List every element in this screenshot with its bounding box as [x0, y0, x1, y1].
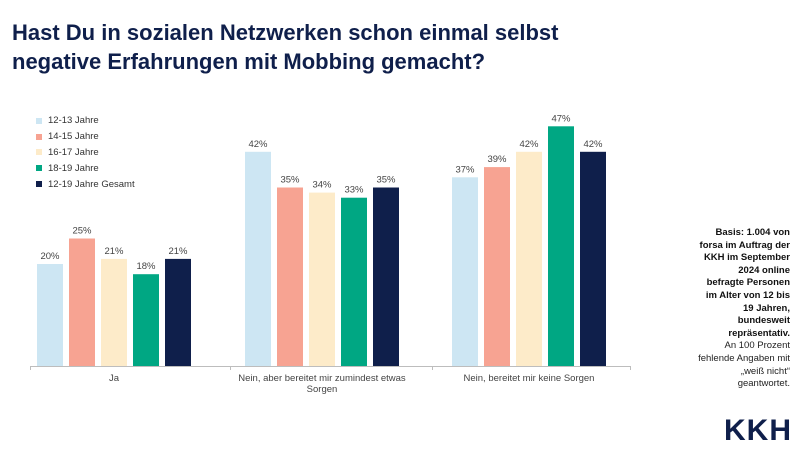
bar-chart: 20% 25% 21% 18% 21% Ja 42% 35% 34% 33% 35% Nein, ab… — [30, 113, 631, 395]
basis-normal-text: An 100 Prozent fehlende Angaben mit „wei… — [672, 340, 790, 390]
data-label: 33% — [344, 185, 364, 196]
basis-note: Basis: 1.004 von forsa im Auftrag der KK… — [672, 227, 790, 391]
basis-line: forsa im Auftrag der — [699, 239, 790, 251]
legend-item: 14-15 Jahre — [36, 129, 135, 145]
bar — [101, 258, 127, 366]
basis-line: An 100 Prozent — [724, 340, 791, 352]
legend-swatch — [36, 181, 42, 188]
legend-label: 14-15 Jahre — [48, 131, 99, 143]
bar — [133, 274, 159, 366]
bar — [548, 126, 574, 366]
kkh-logo: KKH — [724, 414, 792, 447]
data-label: 21% — [168, 246, 188, 257]
data-label: 42% — [583, 139, 603, 150]
legend-label: 12-13 Jahre — [48, 115, 99, 127]
bar — [309, 192, 335, 366]
bar — [373, 187, 399, 366]
bar — [277, 187, 303, 366]
chart-title: Hast Du in sozialen Netzwerken schon ein… — [12, 18, 712, 76]
legend-item: 12-19 Jahre Gesamt — [36, 176, 135, 192]
data-label: 20% — [40, 251, 60, 262]
data-label: 35% — [280, 175, 300, 186]
basis-line: fehlende Angaben mit — [698, 352, 790, 364]
category-label: Nein, aber bereitet mir zumindest etwas — [238, 373, 406, 384]
bar — [165, 258, 191, 366]
basis-line: bundesweit — [737, 315, 790, 327]
bar — [341, 197, 367, 366]
data-label: 34% — [312, 180, 332, 191]
bar — [484, 167, 510, 366]
legend-item: 16-17 Jahre — [36, 145, 135, 161]
basis-line: 19 Jahren, — [743, 302, 790, 314]
legend-swatch — [36, 149, 42, 156]
bar — [37, 264, 63, 366]
category-label: Sorgen — [307, 384, 338, 395]
bar — [452, 177, 478, 366]
data-label: 25% — [72, 226, 92, 237]
data-label: 47% — [551, 113, 571, 124]
legend-swatch — [36, 117, 42, 124]
legend-label: 16-17 Jahre — [48, 146, 99, 158]
title-line-1: Hast Du in sozialen Netzwerken schon ein… — [12, 20, 559, 45]
title-line-2: negative Erfahrungen mit Mobbing gemacht… — [12, 49, 486, 74]
data-label: 42% — [519, 139, 539, 150]
bar — [580, 151, 606, 366]
basis-line: repräsentativ. — [728, 327, 790, 339]
bar — [69, 238, 95, 366]
data-label: 35% — [376, 175, 396, 186]
legend-label: 12-19 Jahre Gesamt — [48, 178, 135, 190]
legend-item: 18-19 Jahre — [36, 160, 135, 176]
legend-label: 18-19 Jahre — [48, 162, 99, 174]
bar — [245, 151, 271, 366]
basis-line: 2024 online — [738, 264, 790, 276]
category-label: Nein, bereitet mir keine Sorgen — [464, 373, 595, 384]
category-label: Ja — [109, 373, 120, 384]
basis-line: geantwortet. — [737, 378, 790, 390]
legend: 12-13 Jahre 14-15 Jahre 16-17 Jahre 18-1… — [36, 113, 135, 192]
bar — [516, 151, 542, 366]
basis-line: „weiß nicht“ — [740, 365, 790, 377]
legend-item: 12-13 Jahre — [36, 113, 135, 129]
basis-line: im Alter von 12 bis — [705, 289, 790, 301]
data-label: 39% — [487, 154, 507, 165]
data-label: 18% — [136, 261, 156, 272]
legend-swatch — [36, 133, 42, 140]
legend-swatch — [36, 165, 42, 172]
data-label: 21% — [104, 246, 124, 257]
basis-line: KKH im September — [703, 252, 790, 264]
data-label: 37% — [455, 164, 475, 175]
data-label: 42% — [248, 139, 268, 150]
basis-bold-text: Basis: 1.004 von forsa im Auftrag der KK… — [672, 227, 790, 340]
basis-line: befragte Personen — [706, 277, 790, 289]
basis-line: Basis: 1.004 von — [715, 227, 790, 238]
